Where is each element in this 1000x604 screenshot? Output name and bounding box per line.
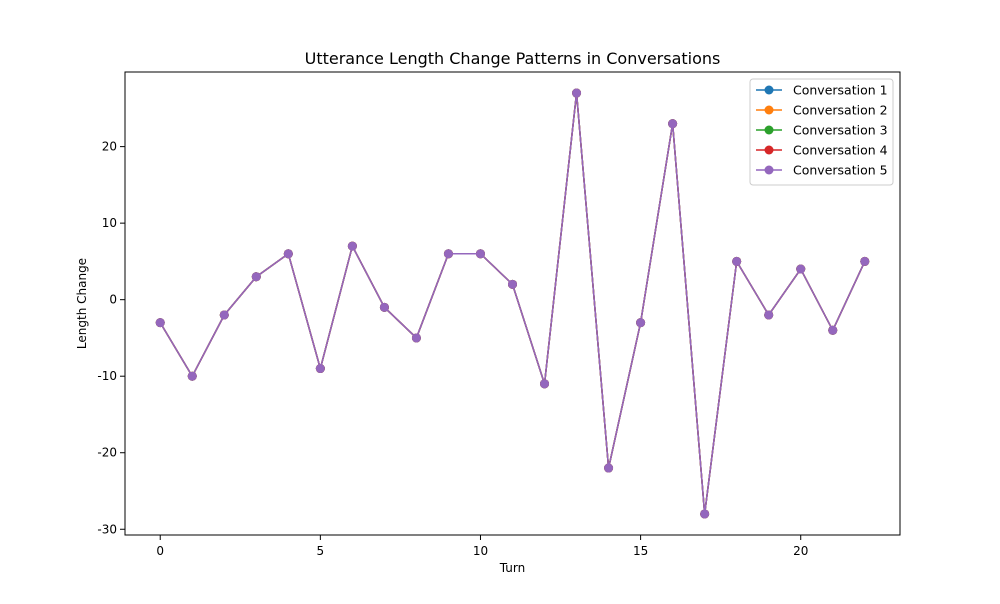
y-tick-label: -30 xyxy=(97,522,117,536)
y-tick-label: 20 xyxy=(102,140,117,154)
series-5-point xyxy=(860,256,870,266)
x-tick-label: 20 xyxy=(793,544,808,558)
legend-box xyxy=(749,78,894,186)
series-5-point xyxy=(283,249,293,259)
series-5-point xyxy=(475,249,485,259)
legend-marker xyxy=(764,145,774,155)
y-tick-label: 10 xyxy=(102,216,117,230)
legend-label: Conversation 4 xyxy=(793,143,888,158)
legend: Conversation 1 Conversation 2 Conversation… xyxy=(749,78,894,186)
series-5-point xyxy=(604,463,614,473)
series-5-point xyxy=(347,241,357,251)
series-5-point xyxy=(411,333,421,343)
y-tick-label: -20 xyxy=(97,446,117,460)
x-tick-label: 10 xyxy=(473,544,488,558)
series-5-point xyxy=(700,509,710,519)
series-5-point xyxy=(764,310,774,320)
x-tick-label: 15 xyxy=(633,544,648,558)
plot-area xyxy=(155,88,870,519)
series-5-point xyxy=(443,249,453,259)
series-5-point xyxy=(187,371,197,381)
legend-label: Conversation 1 xyxy=(793,83,888,98)
plot-frame xyxy=(124,71,901,536)
series-5-point xyxy=(732,256,742,266)
series-5-point xyxy=(379,302,389,312)
y-tick-label: 0 xyxy=(109,293,117,307)
legend-marker xyxy=(764,85,774,95)
legend-label: Conversation 2 xyxy=(793,103,888,118)
series-5-point xyxy=(572,88,582,98)
series-5-point xyxy=(828,325,838,335)
series-5-point xyxy=(540,379,550,389)
series-5-point xyxy=(668,119,678,129)
x-tick-label: 5 xyxy=(317,544,325,558)
x-axis-label: Turn xyxy=(499,561,525,575)
y-axis-label: Length Change xyxy=(75,258,89,349)
series-5-point xyxy=(251,272,261,282)
series-5-point xyxy=(636,318,646,328)
legend-label: Conversation 3 xyxy=(793,123,888,138)
series-5-point xyxy=(796,264,806,274)
series-5-point xyxy=(219,310,229,320)
legend-marker xyxy=(764,165,774,175)
series-5-point xyxy=(508,279,517,289)
legend-marker xyxy=(764,105,774,115)
x-tick-label: 0 xyxy=(156,544,164,558)
legend-marker xyxy=(764,125,774,135)
chart-title: Utterance Length Change Patterns in Conv… xyxy=(305,49,721,68)
legend-label: Conversation 5 xyxy=(793,163,888,178)
series-5-point xyxy=(315,364,325,374)
series-5-point xyxy=(155,318,165,328)
y-tick-label: -10 xyxy=(97,369,117,383)
